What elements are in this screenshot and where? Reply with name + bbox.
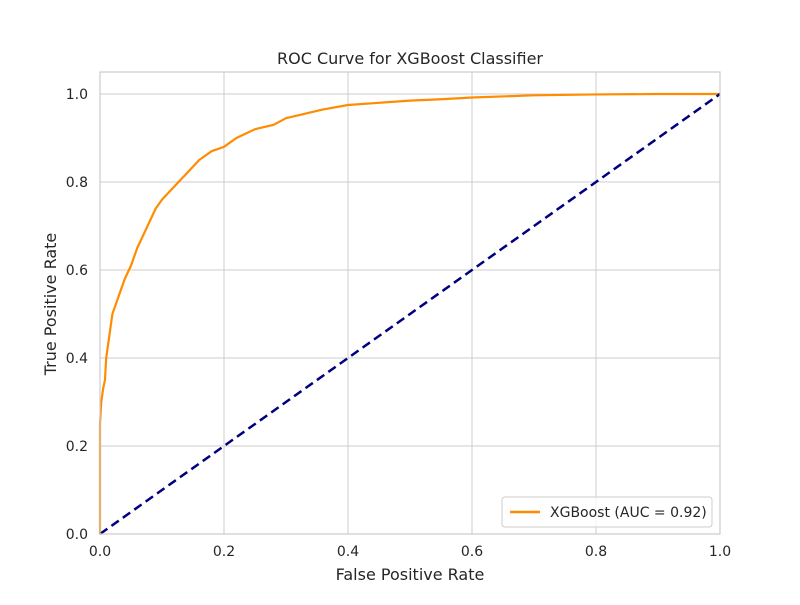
x-tick-label: 0.6 xyxy=(461,544,483,560)
tick-labels: 0.0 0.2 0.4 0.6 0.8 1.0 0.0 0.2 0.4 0.6 0.8 1.0 xyxy=(66,87,731,560)
series-layer xyxy=(98,92,721,536)
legend-label-xgboost: XGBoost (AUC = 0.92) xyxy=(550,505,707,521)
x-tick-label: 1.0 xyxy=(709,544,731,560)
series-line-random-baseline xyxy=(99,92,721,536)
y-tick-label: 0.6 xyxy=(66,263,88,279)
x-tick-label: 0.8 xyxy=(585,544,607,560)
series-line-xgboost xyxy=(98,92,720,534)
y-tick-label: 0.4 xyxy=(66,351,88,367)
grid-lines xyxy=(99,72,721,535)
y-tick-label: 0.2 xyxy=(66,439,88,455)
y-tick-label: 1.0 xyxy=(66,87,88,103)
x-tick-label: 0.4 xyxy=(337,544,359,560)
chart-title: ROC Curve for XGBoost Classifier xyxy=(277,49,543,68)
plot-frame xyxy=(99,71,721,535)
y-tick-label: 0.8 xyxy=(66,175,88,191)
x-tick-label: 0.2 xyxy=(213,544,235,560)
x-tick-label: 0.0 xyxy=(89,544,111,560)
y-tick-label: 0.0 xyxy=(66,527,88,543)
plot-area-background xyxy=(100,72,720,534)
legend: XGBoost (AUC = 0.92) xyxy=(501,496,713,528)
legend-box xyxy=(501,496,713,528)
x-axis-label: False Positive Rate xyxy=(336,565,485,584)
y-axis-label: True Positive Rate xyxy=(41,233,60,377)
